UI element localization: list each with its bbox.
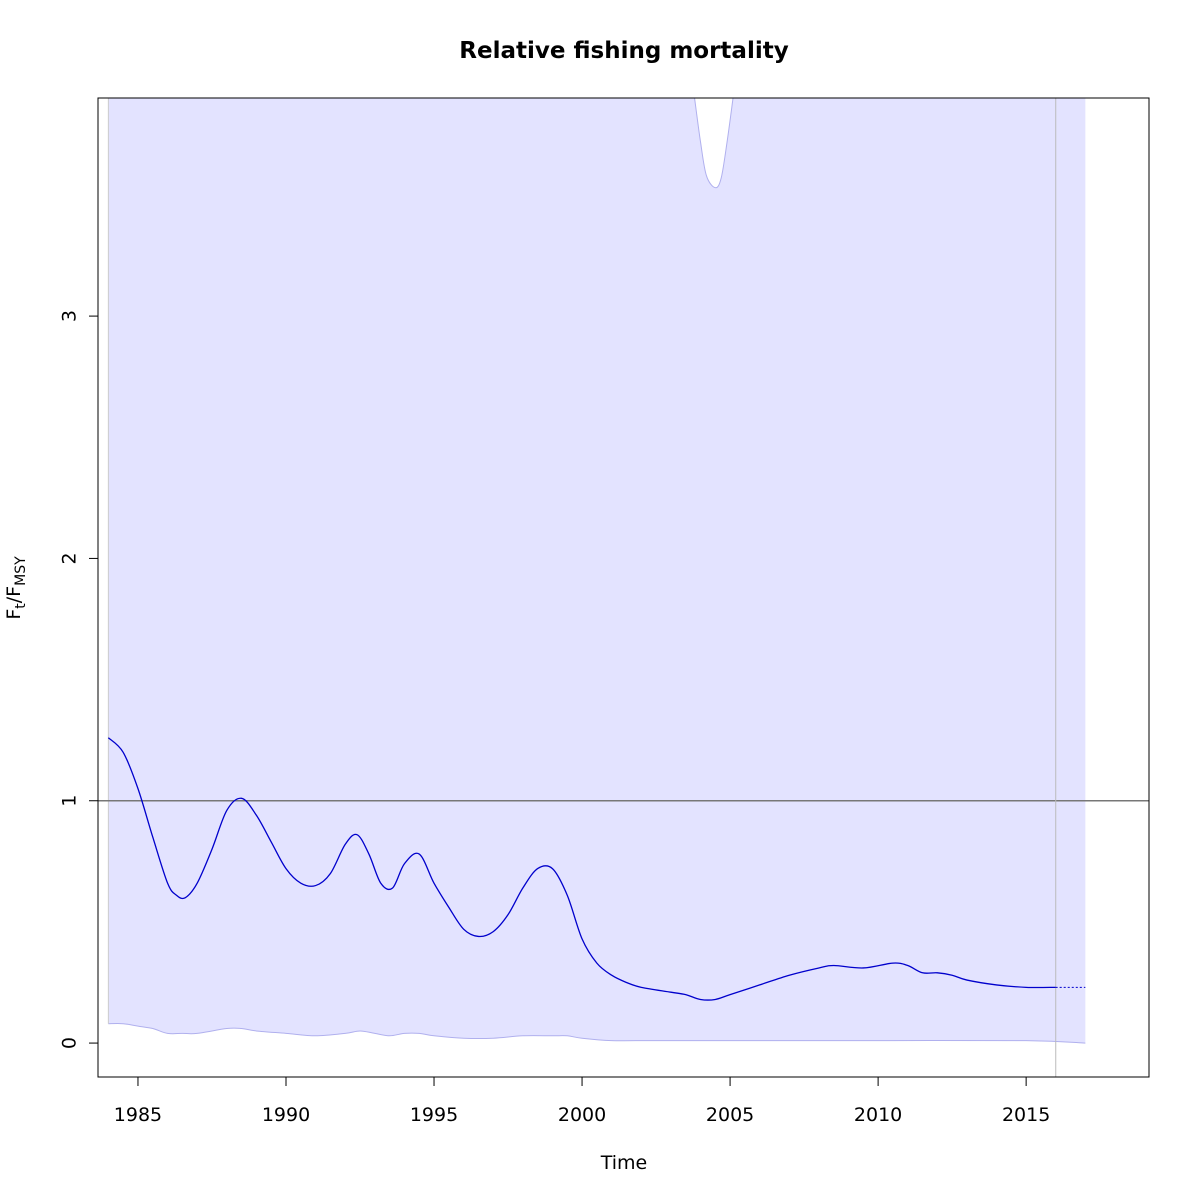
x-tick-label-2015: 2015 [1002,1104,1050,1126]
y-axis-label-sep: /F [3,586,25,603]
reference-line-group [98,98,1149,1077]
plot-frame [97,97,1150,1078]
series-group [107,737,1086,1001]
x-tick-label-2000: 2000 [558,1104,606,1126]
ci-band-fill [108,98,1086,1044]
x-tick-label-2005: 2005 [706,1104,754,1126]
x-tick-label-1985: 1985 [114,1104,162,1126]
x-tick-label-1995: 1995 [410,1104,458,1126]
y-axis-label: Ft/FMSY [3,556,29,620]
y-tick-label-1: 1 [59,795,81,807]
y-axis-label-main: F [3,609,25,620]
x-axis: 1985 1990 1995 2000 2005 2010 2015 [114,1076,1050,1126]
y-axis: 0 1 2 3 [59,310,98,1049]
y-axis-label-sub2: MSY [13,556,29,586]
x-tick-label-1990: 1990 [262,1104,310,1126]
y-tick-label-0: 0 [59,1037,81,1049]
y-axis-label-sub1: t [13,603,29,609]
confidence-band [107,97,1086,1044]
y-tick-label-3: 3 [59,310,81,322]
y-tick-label-2: 2 [59,552,81,564]
ci-lower-bound [108,1023,1086,1044]
ci-upper-bound [694,97,734,189]
x-tick-label-2010: 2010 [854,1104,902,1126]
estimate-line [107,737,1056,1001]
x-axis-label: Time [600,1152,648,1174]
chart-title: Relative fishing mortality [459,38,788,64]
